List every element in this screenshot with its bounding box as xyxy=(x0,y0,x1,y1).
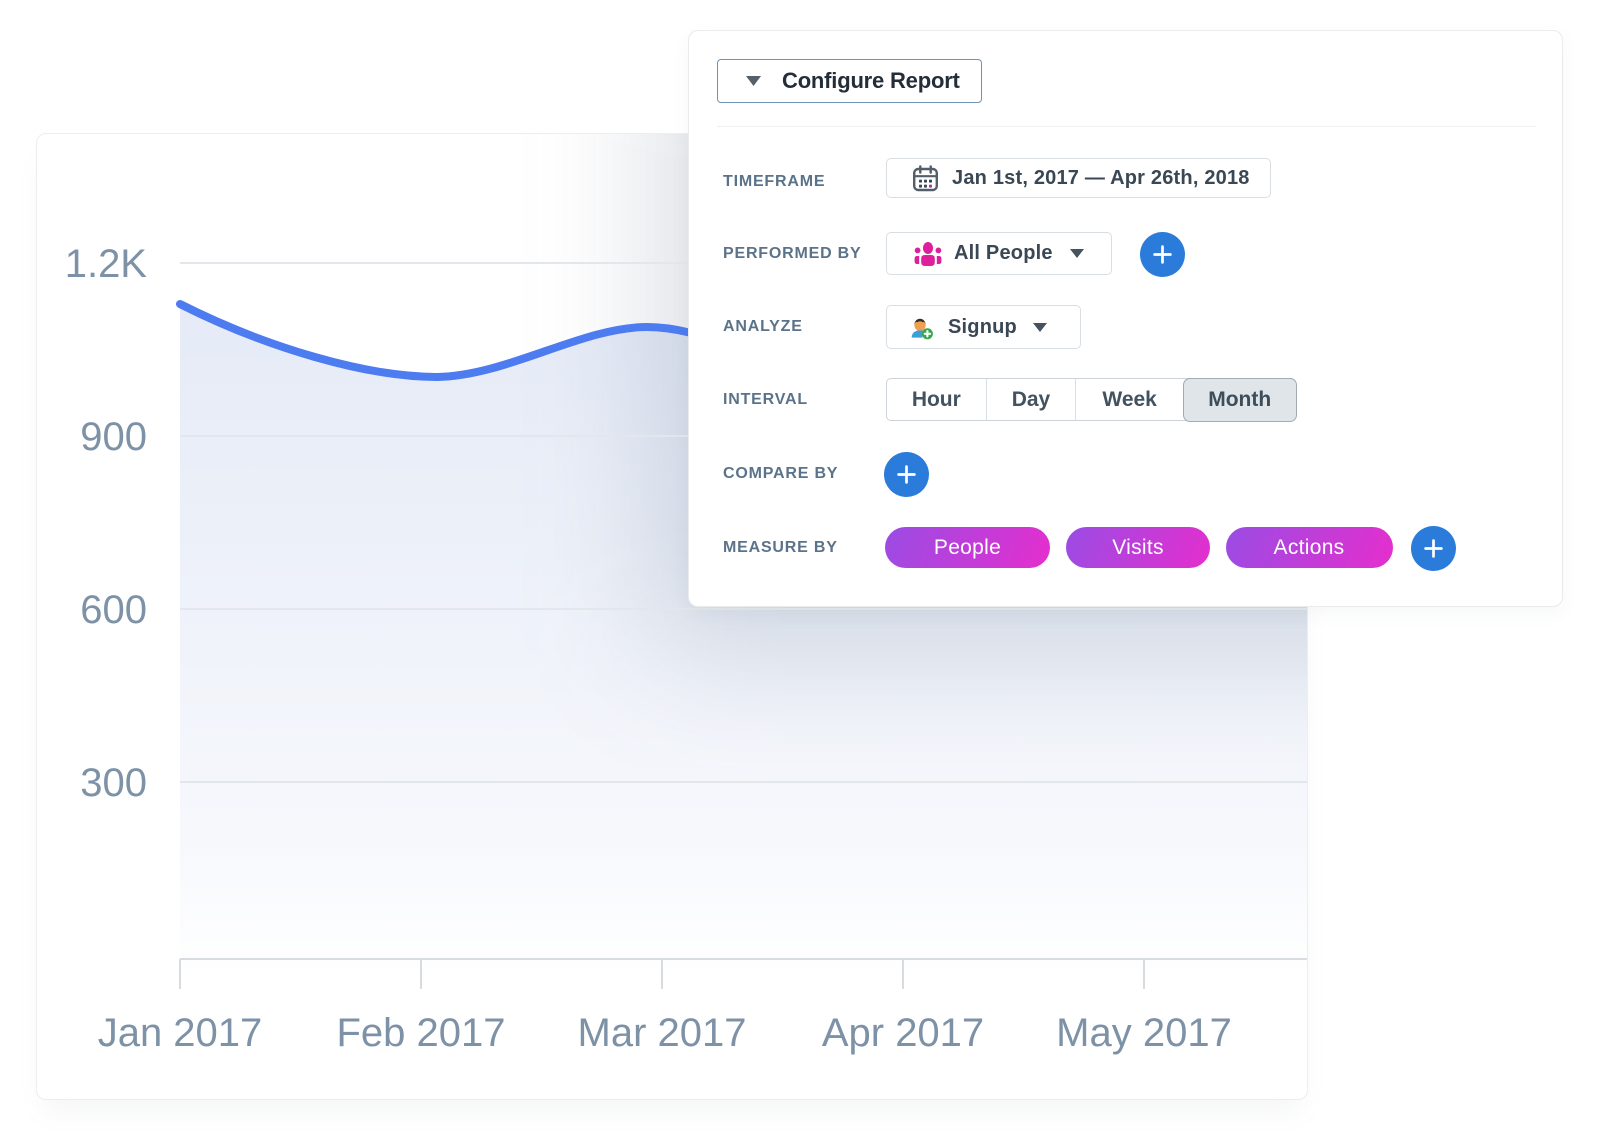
svg-text:May 2017: May 2017 xyxy=(1056,1011,1232,1055)
svg-text:Jan 2017: Jan 2017 xyxy=(98,1011,263,1055)
svg-text:Apr 2017: Apr 2017 xyxy=(822,1011,984,1055)
svg-text:900: 900 xyxy=(80,415,147,459)
svg-text:Feb 2017: Feb 2017 xyxy=(336,1011,505,1055)
svg-text:1.2K: 1.2K xyxy=(65,242,148,286)
svg-text:600: 600 xyxy=(80,588,147,632)
svg-text:300: 300 xyxy=(80,761,147,805)
svg-text:Mar 2017: Mar 2017 xyxy=(578,1011,747,1055)
